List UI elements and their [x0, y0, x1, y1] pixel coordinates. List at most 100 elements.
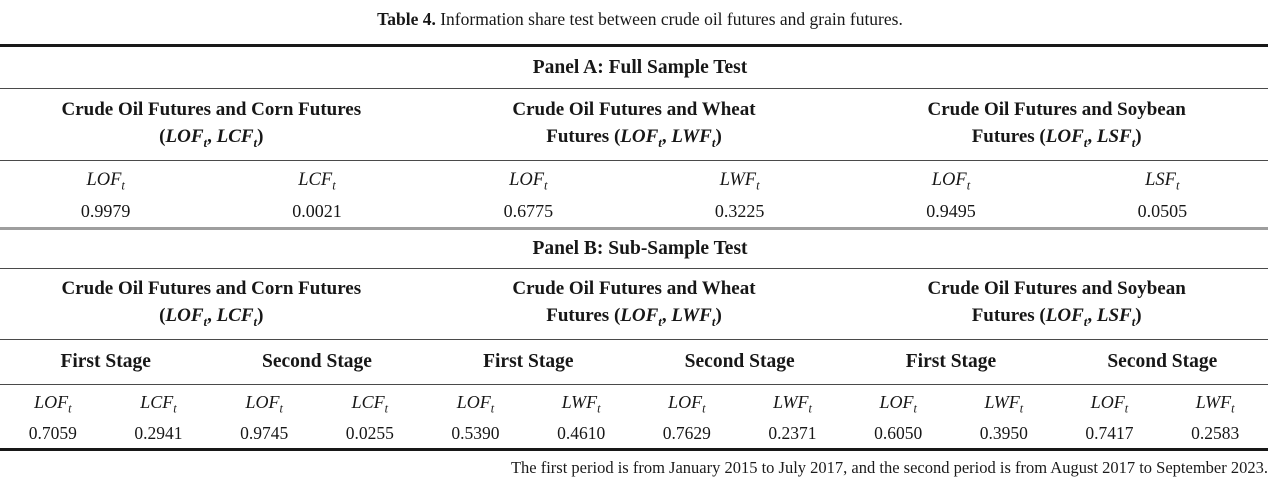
group-variable-pair: (LOFt, LCFt): [159, 125, 264, 150]
group-name-line1: Crude Oil Futures and Corn Futures: [61, 278, 362, 300]
panel-a-title: Panel A: Full Sample Test: [532, 56, 748, 78]
information-share-value: 0.7417: [1085, 422, 1134, 443]
stage-header: Second Stage: [262, 351, 372, 372]
stage-header: Second Stage: [684, 351, 795, 372]
var-symbol: LOFt: [509, 170, 548, 193]
var-symbol: LOFt: [86, 170, 125, 193]
information-share-value: 0.3950: [979, 422, 1028, 443]
var-symbol: LCFt: [351, 392, 389, 416]
var-symbol: LOFt: [668, 392, 706, 416]
information-share-value: 0.2371: [768, 422, 817, 443]
data-cell: LOFt 0.9979: [0, 168, 211, 227]
data-cell: LWFt 0.4610: [528, 390, 634, 448]
panel-b-group-header-corn: Crude Oil Futures and Corn Futures (LOFt…: [0, 269, 423, 339]
panel-b-group-header-row: Crude Oil Futures and Corn Futures (LOFt…: [0, 269, 1268, 339]
var-symbol: LWFt: [671, 125, 716, 150]
rule-below-stage-row: [0, 384, 1268, 385]
var-symbol: LWFt: [984, 392, 1024, 416]
group-header-text: Crude Oil Futures and Soybean Futures (L…: [928, 97, 1186, 152]
information-share-value: 0.2941: [134, 422, 183, 443]
information-share-value: 0.9495: [926, 200, 976, 221]
group-name-line2-prefix: Futures: [971, 125, 1035, 147]
var-symbol: LCFt: [298, 170, 336, 193]
information-share-value: 0.7629: [662, 422, 711, 443]
var-symbol: LOFt: [1090, 392, 1129, 416]
table-bottom-rule: [0, 448, 1268, 451]
group-variable-pair: (LOFt, LCFt): [159, 305, 264, 330]
stage-header: First Stage: [60, 351, 151, 372]
panel-b-group-header-wheat: Crude Oil Futures and Wheat Futures (LOF…: [423, 269, 846, 339]
stage-header: First Stage: [483, 351, 574, 372]
information-share-value: 0.5390: [451, 422, 500, 443]
data-cell: LCFt 0.2941: [106, 390, 212, 448]
information-share-value: 0.0021: [292, 200, 342, 221]
data-cell: LWFt 0.3225: [634, 168, 845, 227]
var-symbol: LOFt: [165, 125, 208, 150]
var-symbol: LSFt: [1096, 125, 1136, 150]
information-share-value: 0.0255: [345, 422, 394, 443]
information-share-value: 0.6775: [503, 200, 554, 221]
panel-a-data-row: LOFt 0.9979 LCFt 0.0021 LOFt 0.6775 LWFt…: [0, 161, 1268, 227]
stage-header: Second Stage: [1107, 351, 1218, 372]
group-header-text: Crude Oil Futures and Wheat Futures (LOF…: [512, 276, 755, 331]
var-symbol: LOFt: [165, 305, 208, 330]
var-symbol: LWFt: [561, 392, 601, 416]
group-variable-pair: (LOFt, LSFt): [1039, 125, 1142, 150]
group-header-text: Crude Oil Futures and Corn Futures (LOFt…: [62, 97, 362, 152]
group-name-line1: Crude Oil Futures and Wheat: [512, 278, 756, 300]
data-cell: LOFt 0.5390: [423, 390, 529, 448]
panel-a-group-header-corn: Crude Oil Futures and Corn Futures (LOFt…: [0, 89, 423, 160]
data-cell: LWFt 0.3950: [951, 390, 1057, 448]
var-symbol: LOFt: [34, 392, 72, 416]
group-variable-pair: (LOFt, LSFt): [1039, 305, 1142, 330]
table-caption-label: Table 4.: [377, 9, 436, 29]
information-share-value: 0.6050: [874, 422, 923, 443]
panel-a-group-header-wheat: Crude Oil Futures and Wheat Futures (LOF…: [423, 89, 846, 160]
var-symbol: LWFt: [1195, 392, 1235, 416]
data-cell: LOFt 0.7417: [1057, 390, 1163, 448]
var-symbol: LWFt: [719, 170, 760, 193]
rule-below-panel-b-title: [0, 268, 1268, 269]
var-symbol: LOFt: [879, 392, 917, 416]
data-cell: LOFt 0.9495: [845, 168, 1056, 227]
data-cell: LSFt 0.0505: [1057, 168, 1268, 227]
information-share-value: 0.0505: [1137, 200, 1188, 221]
var-symbol: LWFt: [773, 392, 812, 416]
panel-b-data-row: LOFt 0.7059 LCFt 0.2941 LOFt 0.9745 LCFt…: [0, 385, 1268, 448]
stage-header: First Stage: [905, 351, 997, 372]
group-name-line2-prefix: Futures: [971, 305, 1035, 327]
data-cell: LCFt 0.0255: [317, 390, 423, 448]
data-cell: LOFt 0.7629: [634, 390, 740, 448]
group-header-text: Crude Oil Futures and Corn Futures (LOFt…: [62, 276, 362, 331]
table-top-rule: [0, 44, 1268, 47]
group-name-line2-prefix: Futures: [546, 305, 610, 327]
information-share-value: 0.4610: [557, 422, 606, 443]
panel-b-group-header-soybean: Crude Oil Futures and Soybean Futures (L…: [845, 269, 1268, 339]
panel-b-stage-header-row: First Stage Second Stage First Stage Sec…: [0, 340, 1268, 384]
var-symbol: LCFt: [216, 305, 258, 330]
group-header-text: Crude Oil Futures and Wheat Futures (LOF…: [512, 97, 755, 152]
table-caption: Table 4. Information share test between …: [0, 0, 1280, 44]
panel-b-title: Panel B: Sub-Sample Test: [532, 238, 748, 259]
information-share-value: 0.7059: [28, 422, 77, 443]
var-symbol: LOFt: [931, 170, 971, 193]
data-cell: LOFt 0.9745: [211, 390, 317, 448]
var-symbol: LCFt: [140, 392, 177, 416]
information-share-value: 0.9745: [240, 422, 289, 443]
group-header-text: Crude Oil Futures and Soybean Futures (L…: [928, 276, 1186, 331]
data-cell: LOFt 0.6050: [845, 390, 951, 448]
group-name-line2-prefix: Futures: [546, 125, 610, 147]
rule-below-panel-b-groups: [0, 339, 1268, 340]
information-share-value: 0.2583: [1191, 422, 1240, 443]
var-symbol: LOFt: [620, 305, 662, 330]
rule-below-panel-a-groups: [0, 160, 1268, 161]
var-symbol: LOFt: [456, 392, 495, 416]
group-name-line1: Crude Oil Futures and Soybean: [927, 278, 1186, 300]
data-cell: LOFt 0.6775: [423, 168, 634, 227]
var-symbol: LOFt: [1045, 305, 1088, 330]
var-symbol: LCFt: [216, 125, 258, 150]
var-symbol: LOFt: [1045, 125, 1088, 150]
group-name-line1: Crude Oil Futures and Corn Futures: [61, 98, 362, 120]
group-variable-pair: (LOFt, LWFt): [613, 125, 722, 150]
